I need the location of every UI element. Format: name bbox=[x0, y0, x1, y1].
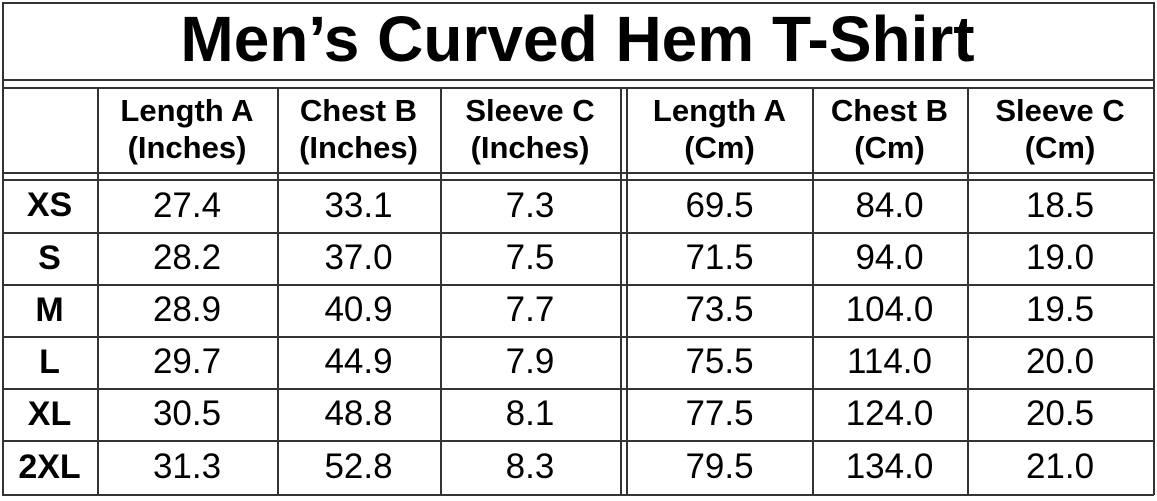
header-name: Chest B bbox=[299, 93, 418, 129]
measurement: 21.0 bbox=[1025, 447, 1095, 487]
rule bbox=[2, 87, 1154, 89]
rule bbox=[812, 87, 814, 495]
measurement: 134.0 bbox=[845, 447, 934, 487]
measurement: 19.0 bbox=[1025, 238, 1095, 278]
header-unit: (Inches) bbox=[470, 130, 590, 165]
measurement: 7.3 bbox=[505, 185, 555, 225]
measurement: 33.1 bbox=[324, 185, 393, 225]
rule bbox=[2, 284, 1154, 286]
size-label: L bbox=[39, 342, 60, 381]
header-unit: (Inches) bbox=[299, 130, 418, 165]
measurement: 75.5 bbox=[685, 342, 754, 382]
measurement: 8.1 bbox=[505, 394, 555, 434]
rule bbox=[2, 172, 1154, 174]
table-title: Men’s Curved Hem T-Shirt bbox=[180, 3, 975, 76]
measurement: 31.3 bbox=[152, 447, 222, 487]
header-unit: (Cm) bbox=[854, 130, 925, 165]
header-unit: (Inches) bbox=[127, 130, 247, 165]
rule bbox=[2, 388, 1154, 390]
rule bbox=[1153, 2, 1155, 495]
rule bbox=[2, 2, 4, 495]
rule bbox=[626, 87, 628, 495]
measurement: 52.8 bbox=[324, 447, 393, 487]
rule bbox=[2, 494, 1154, 496]
measurement: 77.5 bbox=[685, 394, 754, 434]
measurement: 28.2 bbox=[152, 238, 222, 278]
measurement: 27.4 bbox=[152, 185, 222, 225]
size-label: XS bbox=[26, 186, 73, 225]
rule bbox=[2, 232, 1154, 234]
measurement: 29.7 bbox=[152, 342, 222, 382]
rule bbox=[2, 2, 1154, 4]
rule bbox=[2, 440, 1154, 442]
measurement: 84.0 bbox=[855, 185, 924, 225]
rule bbox=[967, 87, 969, 495]
measurement: 18.5 bbox=[1025, 185, 1095, 225]
header-name: Length A bbox=[120, 93, 254, 129]
measurement: 79.5 bbox=[685, 447, 754, 487]
column-header: Sleeve C (Cm) bbox=[967, 88, 1153, 172]
measurement: 124.0 bbox=[845, 394, 934, 434]
size-label: M bbox=[35, 290, 64, 329]
measurement: 69.5 bbox=[685, 185, 754, 225]
rule bbox=[2, 336, 1154, 338]
size-label: S bbox=[38, 238, 61, 277]
measurement: 7.5 bbox=[505, 238, 555, 278]
measurement: 48.8 bbox=[324, 394, 393, 434]
measurement: 104.0 bbox=[845, 290, 934, 330]
header-unit: (Cm) bbox=[684, 130, 755, 165]
header-name: Chest B bbox=[830, 93, 949, 129]
column-header: Chest B (Inches) bbox=[277, 88, 440, 172]
header-name: Sleeve C bbox=[465, 93, 595, 129]
column-header: Chest B (Cm) bbox=[812, 88, 967, 172]
measurement: 19.5 bbox=[1025, 290, 1095, 330]
rule bbox=[277, 87, 279, 495]
measurement: 37.0 bbox=[324, 238, 393, 278]
rule bbox=[620, 87, 622, 495]
header-name: Sleeve C bbox=[995, 93, 1125, 129]
size-label: XL bbox=[27, 394, 72, 433]
measurement: 7.9 bbox=[505, 342, 555, 382]
measurement: 44.9 bbox=[324, 342, 393, 382]
rule bbox=[97, 87, 99, 495]
header-unit: (Cm) bbox=[1024, 130, 1096, 165]
rule bbox=[2, 79, 1154, 81]
measurement: 94.0 bbox=[855, 238, 924, 278]
measurement: 40.9 bbox=[324, 290, 393, 330]
measurement: 73.5 bbox=[685, 290, 754, 330]
measurement: 71.5 bbox=[685, 238, 754, 278]
measurement: 114.0 bbox=[847, 342, 932, 382]
measurement: 7.7 bbox=[505, 290, 555, 330]
measurement: 20.0 bbox=[1025, 342, 1095, 382]
column-header: Length A (Inches) bbox=[97, 88, 277, 172]
column-header: Sleeve C (Inches) bbox=[440, 88, 620, 172]
measurement: 8.3 bbox=[505, 447, 555, 487]
column-header: Length A (Cm) bbox=[627, 88, 812, 172]
measurement: 20.5 bbox=[1025, 394, 1095, 434]
header-name: Length A bbox=[652, 93, 787, 129]
measurement: 28.9 bbox=[152, 290, 222, 330]
size-label: 2XL bbox=[18, 447, 81, 486]
rule bbox=[2, 179, 1154, 181]
measurement: 30.5 bbox=[152, 394, 222, 434]
rule bbox=[440, 87, 442, 495]
